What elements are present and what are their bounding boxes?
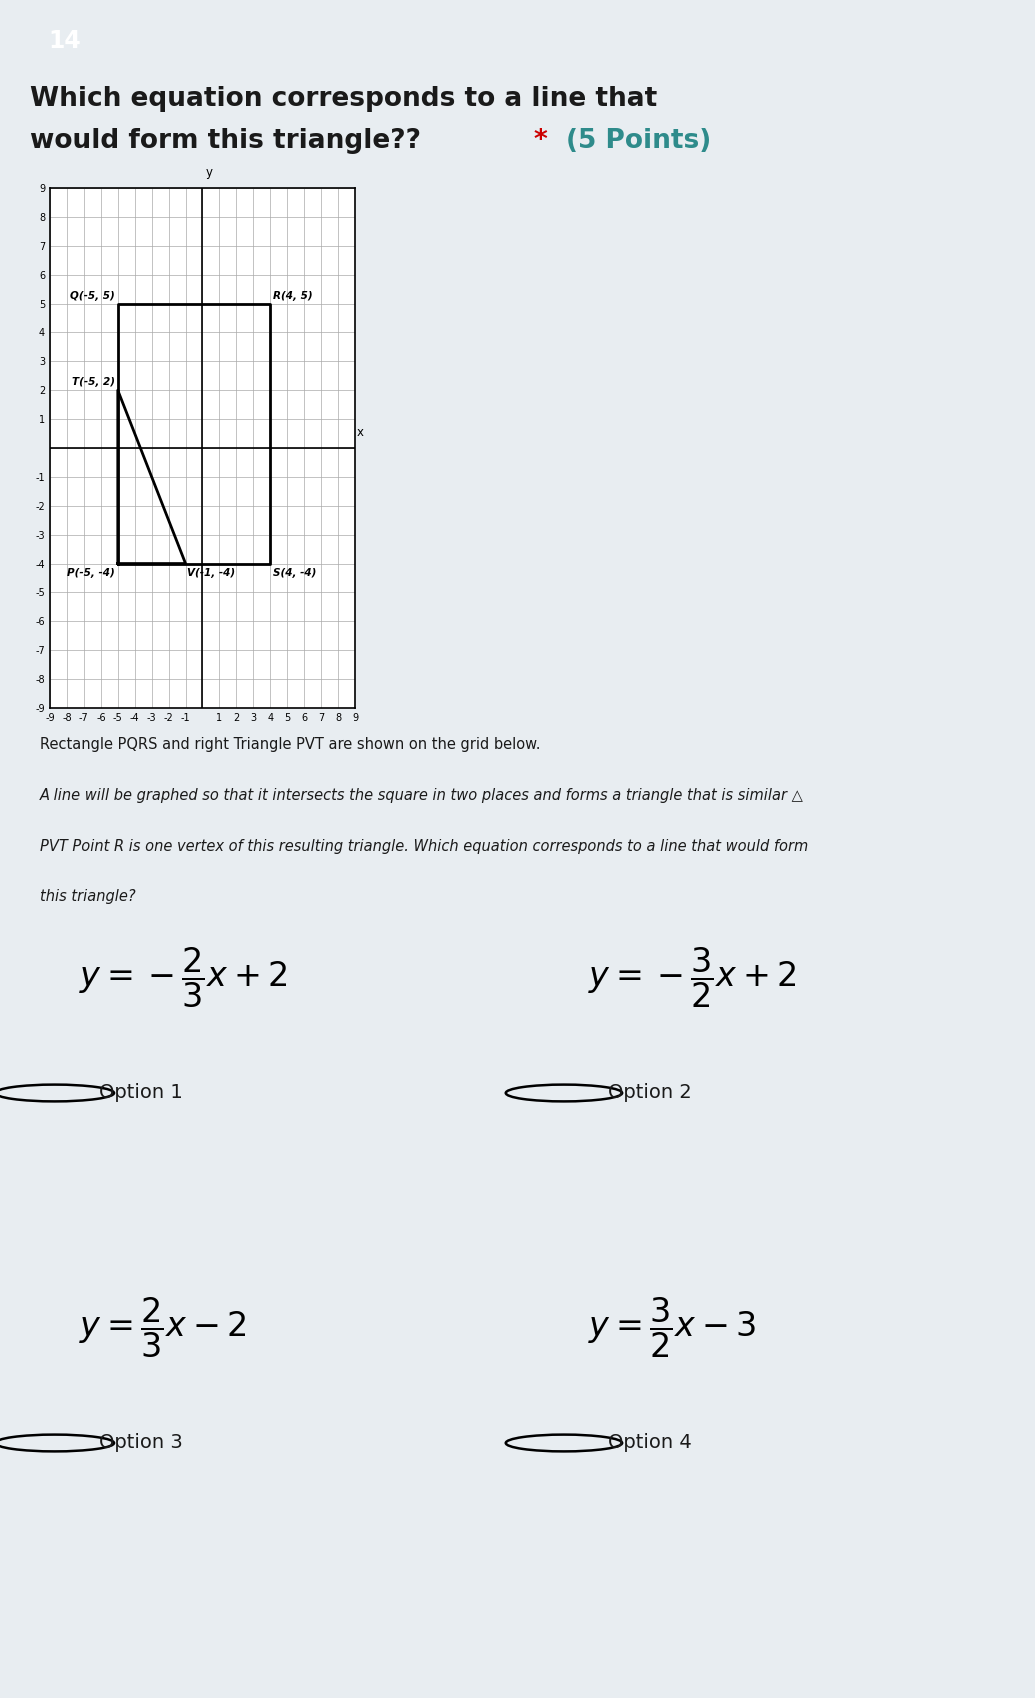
Text: Which equation corresponds to a line that: Which equation corresponds to a line tha…: [30, 87, 657, 112]
Text: PVT Point R is one vertex of this resulting triangle. Which equation corresponds: PVT Point R is one vertex of this result…: [39, 839, 808, 854]
Text: Option 1: Option 1: [99, 1083, 183, 1102]
Text: $y = \dfrac{3}{2}x - 3$: $y = \dfrac{3}{2}x - 3$: [588, 1296, 757, 1360]
Text: Q(-5, 5): Q(-5, 5): [70, 290, 115, 301]
Text: (5 Points): (5 Points): [565, 127, 711, 155]
Text: R(4, 5): R(4, 5): [273, 290, 313, 301]
Text: Option 3: Option 3: [99, 1433, 183, 1452]
Text: S(4, -4): S(4, -4): [273, 567, 317, 577]
Text: Option 4: Option 4: [608, 1433, 691, 1452]
Text: $y = \dfrac{2}{3}x - 2$: $y = \dfrac{2}{3}x - 2$: [80, 1296, 247, 1360]
Text: this triangle?: this triangle?: [39, 890, 136, 905]
Text: P(-5, -4): P(-5, -4): [67, 567, 115, 577]
Text: $y = -\dfrac{2}{3}x + 2$: $y = -\dfrac{2}{3}x + 2$: [80, 946, 288, 1010]
Text: would form this triangle??: would form this triangle??: [30, 127, 431, 155]
Text: Option 2: Option 2: [608, 1083, 691, 1102]
Text: Rectangle PQRS and right Triangle PVT are shown on the grid below.: Rectangle PQRS and right Triangle PVT ar…: [39, 737, 540, 752]
Text: A line will be graphed so that it intersects the square in two places and forms : A line will be graphed so that it inters…: [39, 788, 803, 803]
Text: y: y: [206, 166, 213, 180]
Text: 14: 14: [49, 29, 82, 53]
Text: V(-1, -4): V(-1, -4): [187, 567, 235, 577]
Text: $y = -\dfrac{3}{2}x + 2$: $y = -\dfrac{3}{2}x + 2$: [588, 946, 797, 1010]
Text: T(-5, 2): T(-5, 2): [72, 377, 115, 387]
Text: *: *: [534, 127, 557, 155]
Text: x: x: [357, 426, 363, 440]
